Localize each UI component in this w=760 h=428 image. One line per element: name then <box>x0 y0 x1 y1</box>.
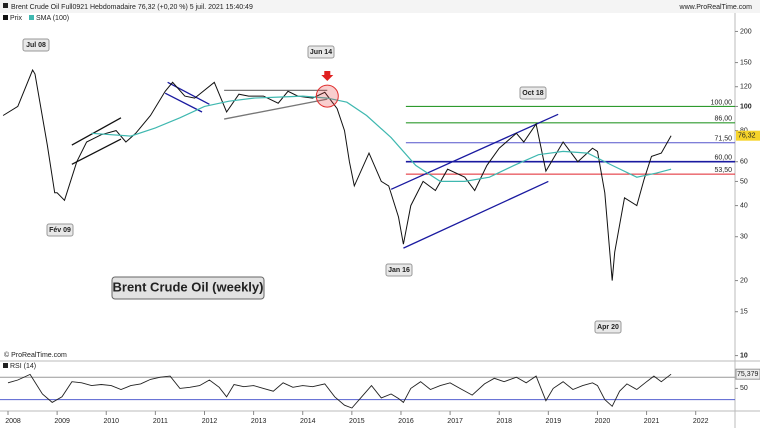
x-tick-label: 2018 <box>496 418 512 425</box>
y-tick-label: 200 <box>740 28 752 35</box>
level-label: 60,00 <box>714 155 732 162</box>
copyright: © ProRealTime.com <box>4 351 67 359</box>
annotation: Oct 18 <box>522 90 544 97</box>
x-tick-label: 2021 <box>644 418 660 425</box>
level-label: 53,50 <box>714 167 732 174</box>
annotation-box <box>22 38 50 52</box>
label-box <box>111 276 265 300</box>
y-tick-label: 120 <box>740 84 752 91</box>
x-tick-label: 2020 <box>595 418 611 425</box>
annotation-box <box>307 45 335 59</box>
y-tick-label: 150 <box>740 59 752 66</box>
legend-swatch <box>3 15 8 20</box>
trendline <box>403 180 549 249</box>
annotation-box <box>519 86 547 100</box>
arrow <box>321 71 334 81</box>
rsi-legend: RSI (14) <box>10 363 36 370</box>
x-tick-label: 2016 <box>398 418 414 425</box>
last-price-tag <box>736 130 760 141</box>
legend-swatch <box>29 15 34 20</box>
y-tick-label: 10 <box>740 352 748 359</box>
annotation: Jan 16 <box>388 267 410 274</box>
series-line <box>91 95 672 182</box>
trendline <box>390 113 559 190</box>
x-tick-label: 2014 <box>300 418 316 425</box>
annotation: Fév 09 <box>49 227 71 234</box>
series-line <box>7 373 672 409</box>
big-label: Brent Crude Oil (weekly) <box>113 279 264 294</box>
x-tick-label: 2019 <box>546 418 562 425</box>
trendline <box>71 138 122 165</box>
annotation: Jul 08 <box>26 42 46 49</box>
legend-label: Prix <box>10 15 23 22</box>
chart-title: Brent Crude Oil Full0921 Hebdomadaire 76… <box>11 4 253 11</box>
rsi-tick-label: 50 <box>740 385 748 392</box>
x-tick-label: 2010 <box>103 418 119 425</box>
y-tick-label: 50 <box>740 178 748 185</box>
y-tick-label: 15 <box>740 309 748 316</box>
y-tick-label: 30 <box>740 234 748 241</box>
trendline <box>167 81 210 105</box>
legend-label: SMA (100) <box>36 15 69 22</box>
x-tick-label: 2015 <box>349 418 365 425</box>
x-tick-label: 2017 <box>447 418 463 425</box>
highlight-circle <box>315 84 339 108</box>
trendline <box>224 98 328 120</box>
rsi-legend-swatch <box>3 363 8 368</box>
annotation-box <box>594 320 622 334</box>
trendline <box>71 117 122 146</box>
trendline <box>164 92 203 113</box>
annotation-box <box>385 263 413 277</box>
source: www.ProRealTime.com <box>679 4 753 11</box>
x-tick-label: 2012 <box>202 418 218 425</box>
last-price-label: 76,32 <box>738 133 756 140</box>
x-tick-label: 2009 <box>54 418 70 425</box>
level-label: 100,00 <box>711 99 733 106</box>
y-tick-label: 100 <box>740 103 752 110</box>
level-label: 86,00 <box>714 116 732 123</box>
y-tick-label: 40 <box>740 202 748 209</box>
annotation-box <box>46 223 74 237</box>
rsi-last-tag <box>735 368 760 380</box>
x-tick-label: 2022 <box>693 418 709 425</box>
y-tick-label: 20 <box>740 277 748 284</box>
header-bar <box>0 0 760 13</box>
level-label: 71,50 <box>714 136 732 143</box>
title-icon <box>3 3 8 8</box>
annotation: Jun 14 <box>310 49 332 56</box>
x-tick-label: 2013 <box>251 418 267 425</box>
annotation: Apr 20 <box>597 324 619 331</box>
rsi-last-label: 75,379 <box>737 371 759 378</box>
x-tick-label: 2011 <box>153 418 168 425</box>
y-tick-label: 60 <box>740 159 748 166</box>
x-tick-label: 2008 <box>5 418 21 425</box>
